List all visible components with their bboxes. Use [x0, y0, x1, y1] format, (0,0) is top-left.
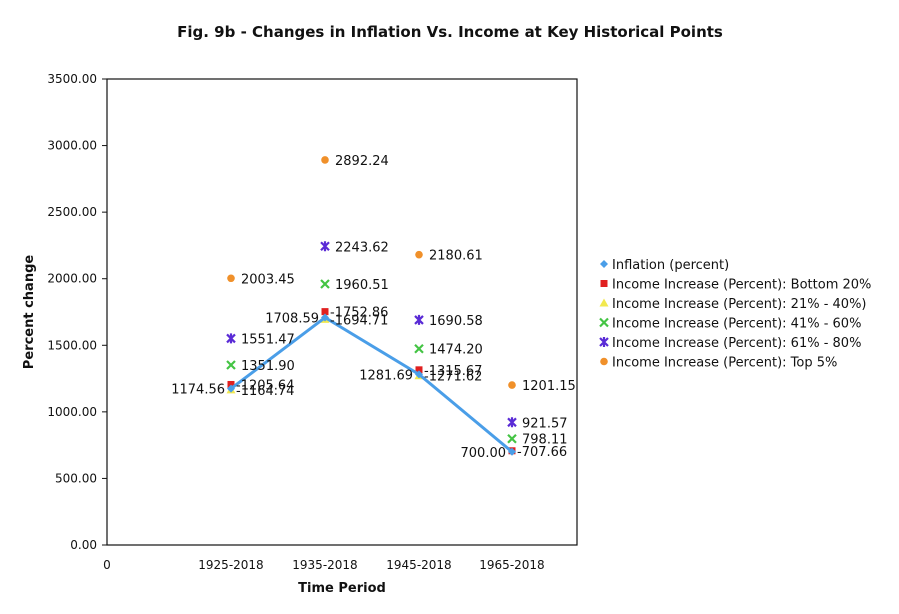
- marker-x: [226, 360, 236, 370]
- y-axis-title: Percent change: [22, 255, 37, 370]
- marker-circle: [227, 274, 235, 283]
- data-label: 1551.47: [241, 332, 295, 347]
- marker-circle: [415, 250, 423, 259]
- marker-star: [320, 241, 330, 252]
- legend-label: Income Increase (Percent): Top 5%: [612, 356, 837, 371]
- legend-item: Income Increase (Percent): Bottom 20%: [600, 278, 871, 293]
- series-layer: [226, 156, 517, 456]
- data-label: 921.57: [522, 416, 568, 431]
- marker-x: [320, 279, 330, 289]
- marker-circle: [508, 381, 516, 389]
- marker-square: [227, 380, 235, 388]
- y-tick-label: 2500.00: [47, 205, 97, 219]
- data-label: -1315.67: [424, 364, 482, 379]
- marker-star: [599, 337, 609, 347]
- marker-star: [226, 333, 236, 344]
- legend-item: Income Increase (Percent): Top 5%: [600, 356, 837, 371]
- x-tick-label: 1935-2018: [292, 558, 357, 572]
- data-label: -1271.62: [424, 370, 482, 385]
- legend-label: Inflation (percent): [612, 258, 729, 273]
- x-tick-label: 1925-2018: [198, 558, 263, 572]
- y-axis: 0.00 500.00 1000.00 1500.00 2000.00 2500.00 30…: [47, 72, 107, 552]
- data-label: -1164.74: [236, 384, 294, 399]
- x-origin-label: 0: [103, 558, 111, 572]
- data-label: 2892.24: [335, 154, 389, 169]
- legend-item: Income Increase (Percent): 41% - 60%: [599, 317, 861, 332]
- marker-star: [507, 417, 517, 428]
- marker-square: [415, 366, 423, 374]
- x-axis-title: Time Period: [298, 581, 386, 596]
- legend-label: Income Increase (Percent): 21% - 40%): [612, 297, 867, 312]
- data-label: 2180.61: [429, 249, 483, 264]
- data-label: 798.11: [522, 433, 568, 448]
- data-label: 1690.58: [429, 314, 483, 329]
- marker-x: [507, 433, 517, 444]
- data-label: 700.00: [461, 446, 507, 461]
- data-label: 1351.90: [241, 359, 295, 374]
- y-tick-label: 500.00: [55, 471, 97, 485]
- marker-star: [414, 314, 424, 325]
- data-label: -1694.71: [330, 313, 388, 328]
- legend-label: Income Increase (Percent): 41% - 60%: [612, 317, 861, 332]
- y-tick-label: 1000.00: [47, 405, 97, 419]
- legend-label: Income Increase (Percent): 61% - 80%: [612, 336, 861, 351]
- marker-diamond: [415, 370, 423, 379]
- legend-item: Inflation (percent): [600, 258, 729, 273]
- marker-square: [321, 308, 329, 316]
- marker-diamond: [508, 447, 516, 456]
- x-axis: 1925-2018 1935-2018 1945-2018 1965-2018: [198, 558, 544, 572]
- data-label: 2003.45: [241, 272, 295, 287]
- data-label: 1708.59: [265, 312, 319, 327]
- y-tick-label: 3000.00: [47, 139, 97, 153]
- marker-circle: [321, 156, 329, 164]
- data-label: 1174.56: [171, 383, 225, 398]
- y-tick-label: 2000.00: [47, 272, 97, 286]
- data-label: 1474.20: [429, 343, 483, 358]
- data-label: 2243.62: [335, 240, 389, 255]
- legend-label: Income Increase (Percent): Bottom 20%: [612, 278, 871, 293]
- data-label: 1281.69: [359, 368, 413, 383]
- series-3: [226, 279, 517, 444]
- plot-area: [106, 78, 578, 546]
- x-tick-label: 1965-2018: [479, 558, 544, 572]
- inflation-line: [230, 316, 513, 453]
- marker-diamond: [321, 313, 329, 322]
- legend: Inflation (percent) Income Increase (Perc…: [599, 258, 871, 371]
- y-tick-label: 0.00: [70, 538, 97, 552]
- marker-x: [599, 317, 609, 328]
- y-tick-label: 3500.00: [47, 72, 97, 86]
- legend-item: Income Increase (Percent): 61% - 80%: [599, 336, 861, 351]
- data-label: -707.66: [517, 445, 567, 460]
- data-label: -1205.64: [236, 378, 294, 393]
- marker-square: [600, 280, 608, 287]
- marker-diamond: [227, 384, 235, 393]
- marker-x: [414, 343, 424, 354]
- series-4: [226, 241, 517, 428]
- y-tick-label: 1500.00: [47, 338, 97, 352]
- data-labels: 1174.56 1708.59 1281.69 700.00 -1205.64 -1752…: [171, 154, 576, 461]
- data-label: 1960.51: [335, 278, 389, 293]
- legend-item: Income Increase (Percent): 21% - 40%): [599, 297, 867, 312]
- data-label: 1201.15: [522, 379, 576, 394]
- data-label: -1752.86: [330, 306, 388, 321]
- marker-circle: [600, 357, 608, 366]
- marker-diamond: [600, 260, 608, 268]
- series-0: [227, 313, 516, 456]
- chart-title: Fig. 9b - Changes in Inflation Vs. Incom…: [177, 23, 723, 41]
- marker-triangle: [599, 298, 609, 307]
- x-tick-label: 1945-2018: [386, 558, 451, 572]
- series-5: [227, 156, 516, 389]
